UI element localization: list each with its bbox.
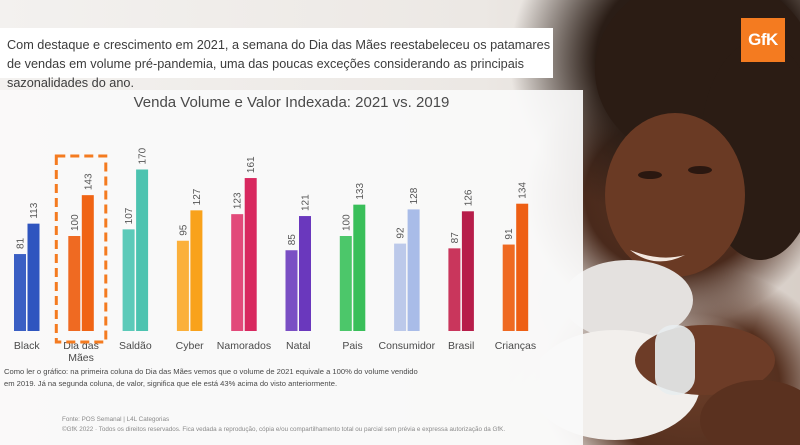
bar-natal-value [299, 216, 311, 331]
header-banner: Com destaque e crescimento em 2021, a se… [0, 28, 553, 90]
bar-consumidor-value [407, 209, 420, 331]
data-label-dia-das-maes-value: 143 [83, 173, 94, 190]
data-label-namorados-volume: 123 [233, 192, 244, 209]
data-label-namorados-value: 161 [246, 156, 257, 173]
category-label-black: Black [14, 340, 40, 352]
bar-criancas-volume [502, 244, 515, 331]
bar-brasil-value [461, 211, 474, 331]
bar-saldao-value [136, 169, 149, 331]
category-label-cyber: Cyber [176, 340, 205, 352]
category-label-natal: Natal [286, 340, 311, 352]
chart-footnote: Como ler o gráfico: na primeira coluna d… [4, 367, 418, 388]
bar-black-volume [14, 254, 26, 331]
data-label-pais-value: 133 [355, 183, 366, 200]
data-label-natal-value: 121 [301, 194, 312, 211]
data-label-consumidor-volume: 92 [396, 227, 407, 239]
bar-cyber-value [190, 210, 203, 331]
bar-pais-value [353, 204, 366, 331]
chart-title: Venda Volume e Valor Indexada: 2021 vs. … [133, 94, 450, 111]
bar-natal-volume [285, 250, 298, 331]
bar-cyber-volume [176, 240, 189, 331]
bar-saldao-volume [122, 229, 135, 331]
highlight-box-dia-das-maes [54, 154, 108, 344]
data-label-cyber-volume: 95 [178, 224, 189, 236]
category-label-brasil: Brasil [448, 340, 474, 352]
data-label-brasil-volume: 87 [450, 232, 461, 244]
gfk-logo: GfK [741, 18, 785, 62]
header-text: Com destaque e crescimento em 2021, a se… [7, 38, 551, 90]
data-label-brasil-value: 126 [463, 189, 474, 206]
category-label-dia-das-maes: Dia das Mães [63, 340, 99, 364]
data-label-saldao-value: 170 [138, 147, 149, 164]
data-label-natal-volume: 85 [287, 234, 298, 246]
bar-chart: 81 113 Black 100 143 Dia das Mães 107 170 Saldão 9… [14, 147, 536, 364]
bar-criancas-value [516, 203, 529, 331]
data-label-black-value: 113 [29, 202, 40, 218]
logo-text: GfK [748, 30, 778, 49]
category-label-consumidor: Consumidor [379, 340, 436, 352]
bar-consumidor-volume [394, 243, 407, 331]
category-label-criancas: Crianças [495, 340, 536, 352]
data-label-consumidor-value: 128 [409, 187, 420, 204]
bar-namorados-volume [231, 214, 244, 331]
data-label-cyber-value: 127 [192, 188, 203, 205]
data-label-criancas-value: 134 [518, 182, 529, 199]
bar-dia-das-maes-volume [68, 236, 81, 331]
bar-brasil-volume [448, 248, 461, 331]
data-label-pais-volume: 100 [341, 214, 352, 231]
copyright-text: ©GfK 2022 · Todos os direitos reservados… [62, 426, 506, 433]
bar-namorados-value [244, 178, 257, 331]
bar-dia-das-maes-value [81, 195, 94, 331]
data-label-saldao-volume: 107 [124, 207, 135, 224]
category-label-pais: Pais [342, 340, 362, 352]
bar-black-value [27, 223, 40, 331]
bar-pais-volume [339, 236, 352, 331]
category-label-saldao: Saldão [119, 340, 152, 352]
source-text: Fonte: POS Semanal | L4L Categorias [62, 416, 170, 423]
category-label-namorados: Namorados [217, 340, 271, 352]
data-label-criancas-volume: 91 [504, 228, 515, 240]
data-label-dia-das-maes-volume: 100 [70, 214, 81, 231]
data-label-black-volume: 81 [16, 237, 27, 249]
